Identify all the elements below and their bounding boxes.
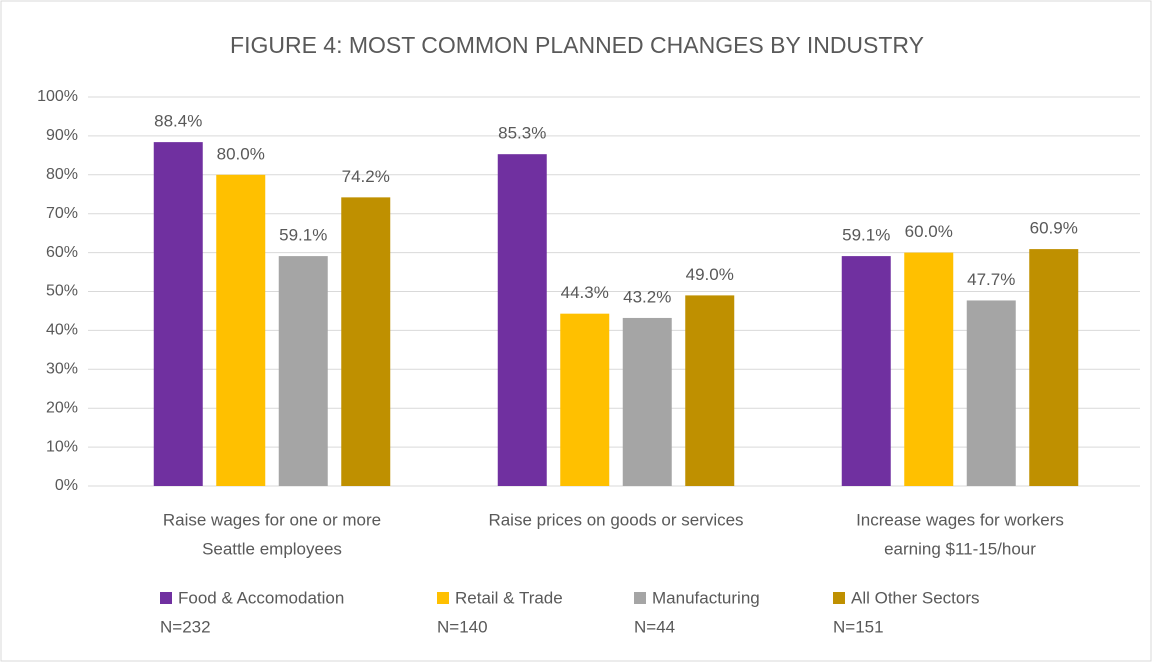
value-label: 60.9% xyxy=(1030,219,1078,238)
value-label: 47.7% xyxy=(967,270,1015,289)
x-tick-label: Raise wages for one or more xyxy=(163,510,381,529)
legend-label: Food & Accomodation xyxy=(178,588,344,607)
value-label: 80.0% xyxy=(217,144,265,163)
y-tick-label: 100% xyxy=(37,88,78,105)
legend-sample: N=232 xyxy=(160,617,211,636)
bar xyxy=(1029,249,1079,486)
bar xyxy=(904,252,954,486)
y-tick-label: 70% xyxy=(46,205,78,222)
value-label: 85.3% xyxy=(498,124,546,143)
value-label: 49.0% xyxy=(686,265,734,284)
x-tick-label: Seattle employees xyxy=(202,539,342,558)
y-tick-label: 10% xyxy=(46,438,78,455)
legend-swatch xyxy=(437,592,449,604)
y-tick-label: 60% xyxy=(46,244,78,261)
legend-swatch xyxy=(160,592,172,604)
x-tick-label: Increase wages for workers xyxy=(856,510,1064,529)
legend-sample: N=140 xyxy=(437,617,488,636)
y-tick-label: 50% xyxy=(46,283,78,300)
bar xyxy=(153,142,203,486)
legend-swatch xyxy=(634,592,646,604)
bar xyxy=(497,154,547,487)
value-label: 43.2% xyxy=(623,287,671,306)
y-tick-label: 80% xyxy=(46,166,78,183)
bar xyxy=(216,174,266,487)
value-label: 44.3% xyxy=(561,283,609,302)
bar xyxy=(966,300,1016,486)
legend-sample: N=151 xyxy=(833,617,884,636)
y-tick-label: 40% xyxy=(46,322,78,339)
x-tick-label: Raise prices on goods or services xyxy=(488,510,743,529)
y-tick-label: 30% xyxy=(46,361,78,378)
bar xyxy=(341,197,391,486)
legend-label: Manufacturing xyxy=(652,588,760,607)
bar xyxy=(685,295,735,486)
value-label: 88.4% xyxy=(154,112,202,131)
y-tick-label: 90% xyxy=(46,127,78,144)
value-label: 74.2% xyxy=(342,167,390,186)
y-tick-label: 20% xyxy=(46,399,78,416)
value-label: 59.1% xyxy=(842,226,890,245)
bar xyxy=(841,256,891,486)
legend-label: All Other Sectors xyxy=(851,588,980,607)
legend-label: Retail & Trade xyxy=(455,588,563,607)
value-label: 59.1% xyxy=(279,226,327,245)
bar xyxy=(278,256,328,486)
legend-swatch xyxy=(833,592,845,604)
value-label: 60.0% xyxy=(905,222,953,241)
bar xyxy=(560,313,610,486)
chart-title: FIGURE 4: MOST COMMON PLANNED CHANGES BY… xyxy=(230,32,924,58)
x-tick-label: earning $11-15/hour xyxy=(884,539,1036,558)
bar xyxy=(622,317,672,486)
legend-sample: N=44 xyxy=(634,617,675,636)
y-tick-label: 0% xyxy=(55,477,78,494)
